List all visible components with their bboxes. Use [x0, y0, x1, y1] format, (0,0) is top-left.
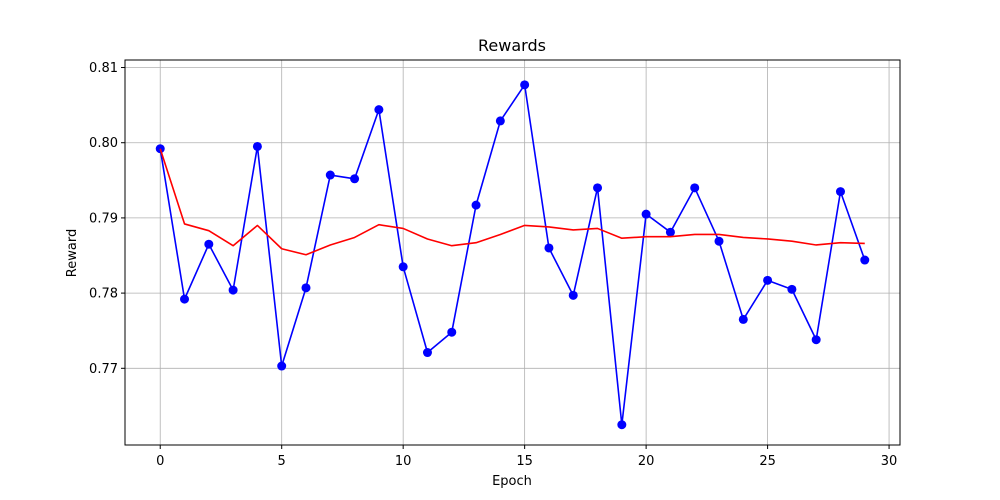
grid: [125, 60, 900, 445]
series-0-point: [665, 227, 675, 237]
series-0-point: [763, 275, 773, 285]
y-tick-label: 0.81: [89, 61, 118, 76]
series-0-point: [277, 361, 287, 371]
series-0-point: [714, 236, 724, 246]
series-0-point: [350, 174, 360, 184]
series-0-point: [593, 183, 603, 193]
series-0-point: [325, 170, 335, 180]
series-line-1: [159, 148, 865, 256]
series-0-point: [860, 255, 870, 265]
series-line-0: [159, 84, 866, 426]
x-tick-label: 0: [156, 454, 164, 469]
series-layer: [155, 80, 870, 430]
y-axis-ticks: 0.77 0.78 0.79 0.80 0.81: [89, 61, 125, 377]
series-0-point: [690, 183, 700, 193]
x-tick-label: 30: [881, 454, 898, 469]
x-tick-label: 20: [638, 454, 655, 469]
plot-frame: [124, 59, 901, 446]
chart-title: Rewards: [478, 36, 546, 55]
series-0-point: [228, 285, 238, 295]
x-tick-label: 25: [759, 454, 776, 469]
series-0-point: [641, 209, 651, 219]
series-0-point: [155, 144, 165, 154]
x-tick-label: 10: [395, 454, 412, 469]
series-0-point: [495, 116, 505, 126]
series-0-point: [447, 327, 457, 337]
series-0-point: [252, 141, 262, 151]
x-axis-ticks: 0 5 10 15 20 25 30: [156, 445, 897, 469]
series-0-point: [374, 105, 384, 115]
series-0-point: [617, 420, 627, 430]
y-tick-label: 0.77: [89, 362, 118, 377]
y-axis-label: Reward: [65, 229, 80, 277]
y-tick-label: 0.80: [89, 136, 118, 151]
series-0-point: [787, 284, 797, 294]
series-0-point: [398, 262, 408, 272]
y-tick-label: 0.79: [89, 211, 118, 226]
series-0-point: [180, 294, 190, 304]
series-0-point: [301, 283, 311, 293]
series-0-point: [568, 290, 578, 300]
series-0-point: [520, 80, 530, 90]
series-0-point: [422, 348, 432, 358]
x-axis-label: Epoch: [492, 474, 532, 489]
series-0-point: [811, 335, 821, 345]
series-0-point: [204, 239, 214, 249]
series-0-point: [471, 200, 481, 210]
series-0-point: [738, 314, 748, 324]
y-tick-label: 0.78: [89, 287, 118, 302]
x-tick-label: 15: [516, 454, 533, 469]
series-0-point: [544, 243, 554, 253]
x-tick-label: 5: [278, 454, 286, 469]
series-0-point: [835, 187, 845, 197]
